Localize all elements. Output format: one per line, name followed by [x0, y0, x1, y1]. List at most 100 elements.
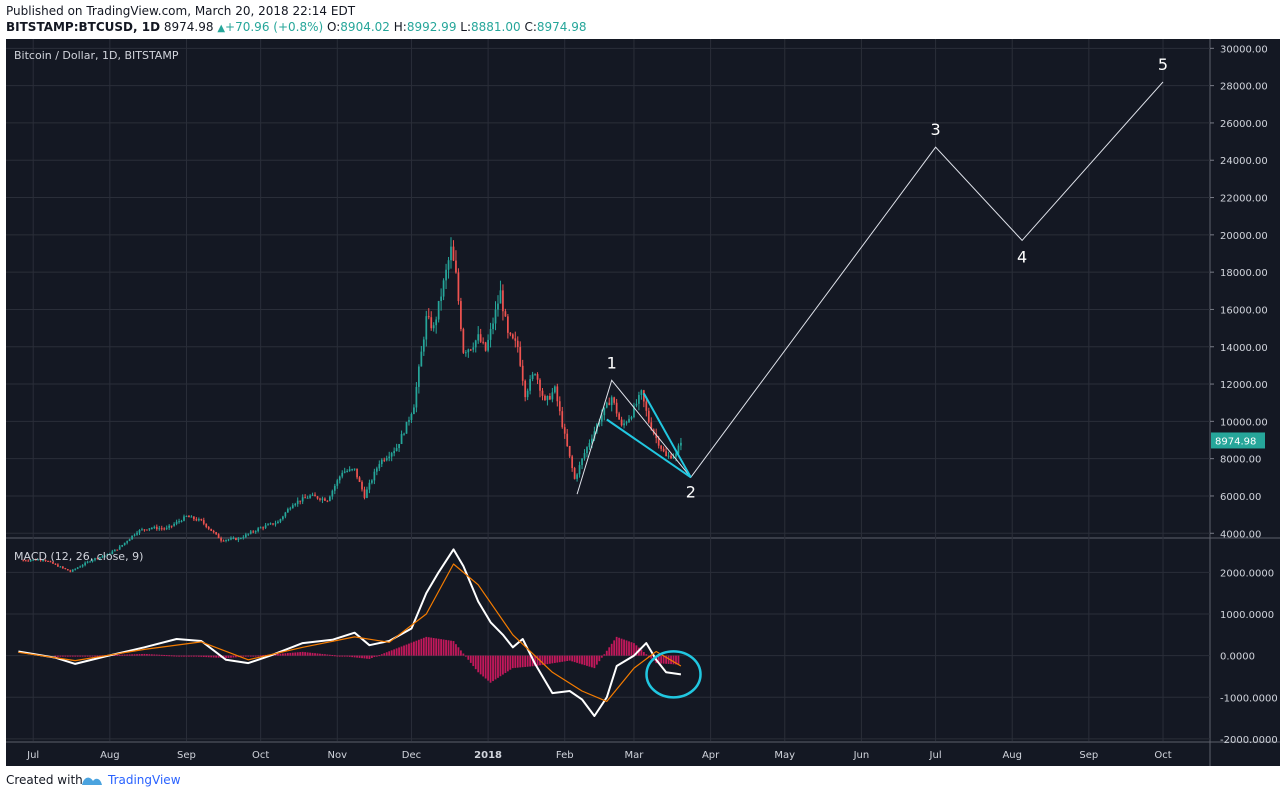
macd-histogram-bar — [294, 652, 297, 656]
price-tick-label: 18000.00 — [1220, 268, 1268, 279]
macd-histogram-bar — [284, 653, 287, 656]
macd-histogram-bar — [576, 655, 578, 663]
macd-histogram-bar — [353, 655, 356, 658]
macd-histogram-bar — [393, 649, 396, 656]
candle-body — [301, 497, 304, 502]
macd-histogram-bar — [309, 652, 311, 656]
chart-area[interactable]: 1 2 3 4 5 30000.00 28000.00 26000.00 24000.00 22… — [6, 39, 1280, 766]
candle-body — [524, 380, 527, 398]
macd-histogram-bar — [509, 655, 512, 670]
macd-histogram-bar — [541, 655, 544, 665]
price-tick-label: 26000.00 — [1220, 119, 1268, 130]
macd-histogram-bar — [403, 645, 405, 656]
candle-body — [625, 422, 628, 424]
candle-body — [415, 386, 418, 408]
candle-body — [205, 523, 208, 528]
macd-histogram-bar — [89, 655, 91, 657]
macd-histogram-bar — [497, 655, 499, 678]
candle-body — [247, 533, 250, 535]
candle-body — [69, 570, 72, 572]
candle-body — [677, 445, 680, 454]
macd-histogram-bar — [235, 655, 237, 658]
candle-body — [215, 532, 218, 535]
macd-histogram-bar — [168, 655, 171, 657]
candle-body — [217, 534, 220, 539]
macd-histogram-bar — [126, 654, 129, 656]
macd-histogram-bar — [581, 655, 583, 665]
candle-body — [267, 524, 269, 526]
macd-histogram-bar — [311, 652, 314, 656]
macd-histogram-bar — [536, 655, 539, 666]
macd-histogram-bar — [408, 643, 410, 656]
macd-histogram-bar — [368, 655, 371, 659]
candle-body — [561, 411, 564, 428]
wave-label-1: 1 — [607, 353, 617, 372]
macd-histogram-bar — [215, 655, 218, 658]
macd-histogram-bar — [259, 655, 262, 657]
candle-body — [319, 498, 321, 500]
candle-body — [672, 456, 675, 459]
candle-body — [442, 280, 445, 297]
macd-histogram-bar — [121, 654, 124, 656]
candle-body — [514, 338, 517, 341]
candle-body — [484, 342, 487, 351]
macd-histogram-bar — [131, 654, 133, 656]
macd-histogram-bar — [210, 655, 213, 658]
time-tick-label: 2018 — [474, 750, 502, 761]
macd-histogram-bar — [118, 654, 121, 656]
macd-histogram-bar — [324, 654, 326, 656]
candle-body — [420, 351, 423, 367]
candle-body — [511, 334, 514, 339]
candle-body — [84, 562, 86, 566]
candle-body — [180, 520, 183, 522]
candle-body — [620, 419, 623, 426]
candle-body — [551, 392, 554, 400]
candle-body — [571, 456, 574, 469]
macd-histogram-bar — [378, 655, 381, 657]
macd-histogram-bar — [566, 655, 569, 662]
footer-bar: Created with TradingView — [0, 766, 1280, 796]
candle-body — [74, 568, 77, 570]
macd-histogram-bar — [331, 655, 334, 657]
price-tick-label: 8000.00 — [1220, 455, 1261, 466]
macd-histogram-bar — [593, 655, 596, 669]
candle-body — [150, 527, 153, 529]
candle-body — [573, 468, 576, 479]
chart-svg[interactable]: 1 2 3 4 5 30000.00 28000.00 26000.00 24000.00 22… — [6, 39, 1280, 766]
tradingview-link[interactable]: TradingView — [108, 773, 181, 787]
candle-body — [628, 418, 630, 423]
candle-body — [210, 528, 213, 531]
wedge-lower-line — [606, 418, 692, 479]
candle-body — [494, 309, 497, 324]
macd-histogram-bar — [86, 655, 89, 657]
macd-histogram-bar — [57, 655, 59, 657]
axes: 30000.0028000.0026000.0024000.0022000.00… — [26, 44, 1278, 761]
candle-body — [44, 560, 47, 562]
macd-histogram-bar — [69, 655, 72, 657]
macd-histogram-bar — [383, 653, 386, 656]
candle-body — [294, 503, 297, 506]
candle-body — [489, 329, 492, 340]
time-tick-label: Jul — [26, 750, 39, 761]
macd-histogram-bar — [375, 655, 378, 657]
macd-histogram-bar — [519, 655, 522, 668]
candle-body — [583, 453, 586, 459]
macd-histogram-bar — [316, 653, 319, 656]
candle-body — [54, 563, 57, 565]
candle-body — [195, 519, 198, 521]
candle-body — [660, 445, 663, 449]
candle-body — [329, 496, 331, 502]
candle-body — [400, 434, 403, 445]
price-pane-title: Bitcoin / Dollar, 1D, BITSTAMP — [14, 49, 179, 62]
candle-body — [252, 531, 255, 533]
candle-body — [504, 311, 507, 317]
candle-body — [435, 319, 438, 326]
macd-histogram-bar — [247, 655, 250, 657]
candle-body — [336, 480, 339, 486]
candle-body — [497, 303, 499, 310]
macd-histogram-bar — [358, 655, 361, 658]
macd-histogram-bar — [479, 655, 482, 675]
time-tick-label: Sep — [177, 750, 196, 761]
macd-histogram-bar — [417, 639, 420, 656]
candle-body — [32, 559, 35, 561]
